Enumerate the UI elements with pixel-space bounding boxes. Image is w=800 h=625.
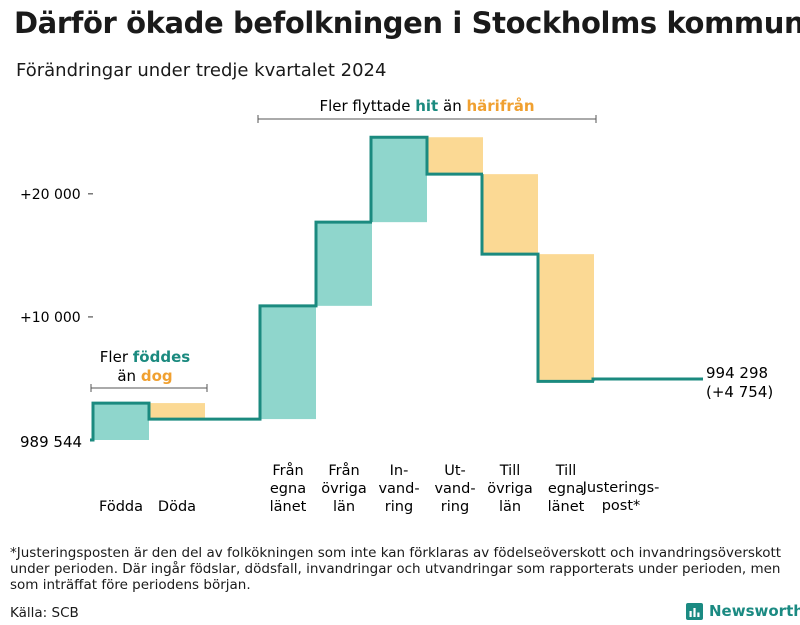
bracket-flyttade bbox=[257, 115, 597, 123]
chart-title: Därför ökade befolkningen i Stockholms k… bbox=[14, 6, 800, 40]
annotation-flyttade-prefix: Fler flyttade bbox=[319, 97, 410, 115]
category-label-5: Ut-vand-ring bbox=[434, 463, 475, 515]
category-label-line: ring bbox=[441, 499, 469, 515]
category-label-line: ring bbox=[385, 499, 413, 515]
category-label-7: Till egna länet bbox=[548, 463, 585, 515]
category-label-line: Födda bbox=[99, 499, 143, 515]
bar-utvandring bbox=[427, 137, 483, 175]
category-label-3: Från övriga län bbox=[321, 462, 367, 515]
annotation-dog-word: dog bbox=[141, 367, 173, 385]
category-label-line: övriga bbox=[487, 481, 533, 497]
annotation-flyttade-harifran: härifrån bbox=[466, 97, 534, 115]
end-delta-label: (+4 754) bbox=[706, 383, 773, 401]
category-label-line: Från bbox=[272, 462, 303, 479]
annotation-fodda-prefix: Fler bbox=[100, 348, 129, 366]
category-label-line: egna bbox=[548, 481, 584, 497]
category-label-line: Döda bbox=[158, 499, 196, 515]
bar-döda bbox=[149, 403, 205, 420]
annotation-flyttade-hit: hit bbox=[415, 97, 438, 115]
annotation-fodda-word: föddes bbox=[133, 348, 190, 366]
annotation-flyttade: Fler flyttade hit än härifrån bbox=[319, 97, 534, 115]
category-label-0: Födda bbox=[99, 499, 143, 515]
category-label-line: Till bbox=[555, 463, 577, 479]
category-label-line: Justerings- bbox=[582, 480, 660, 496]
category-label-6: Till övriga län bbox=[487, 463, 533, 515]
bar-tillövrigalän bbox=[482, 174, 538, 255]
y-tick-1: +10 000 bbox=[20, 310, 93, 326]
annotation-fodda-line2: än dog bbox=[117, 367, 172, 385]
newsworthy-icon bbox=[686, 602, 703, 620]
bar-födda bbox=[93, 403, 149, 440]
y-tick-0: +20 000 bbox=[20, 187, 93, 203]
start-value-label: 989 544 bbox=[20, 433, 82, 451]
category-label-line: vand- bbox=[378, 481, 419, 497]
bar-frånövrigalän bbox=[316, 222, 372, 306]
end-value-label: 994 298 bbox=[706, 364, 768, 382]
category-label-line: Till bbox=[499, 463, 521, 479]
annotation-fodda-line1: Fler föddes bbox=[100, 348, 190, 366]
category-label-8: Justerings-post* bbox=[582, 480, 660, 514]
bracket-fodda bbox=[90, 384, 208, 392]
category-label-line: övriga bbox=[321, 481, 367, 497]
bar-invandring bbox=[371, 137, 427, 223]
waterfall-chart: +20 000+10 000 Födda DödaFrånegnalänetFrå… bbox=[20, 97, 773, 515]
annotation-flyttade-mid: än bbox=[443, 97, 462, 115]
category-label-line: län bbox=[333, 499, 355, 515]
running-total-line bbox=[90, 135, 703, 442]
y-axis: +20 000 +10 000 bbox=[20, 187, 93, 326]
y-tick-label: +10 000 bbox=[20, 310, 81, 326]
y-tick-label: +20 000 bbox=[20, 187, 81, 203]
category-label-line: egna bbox=[270, 481, 306, 497]
category-label-1: Döda bbox=[158, 499, 196, 515]
bar-frånegnalänet bbox=[260, 305, 316, 420]
category-label-line: länet bbox=[270, 499, 307, 515]
category-label-2: Från egna länet bbox=[270, 462, 307, 515]
footnote: *Justeringsposten är den del av folkökni… bbox=[10, 545, 782, 593]
category-label-line: län bbox=[499, 499, 521, 515]
annotation-dog-prefix: än bbox=[117, 367, 136, 385]
brand-logo: Newsworthy bbox=[686, 602, 800, 620]
category-label-line: länet bbox=[548, 499, 585, 515]
category-label-line: In- bbox=[390, 463, 409, 479]
category-label-line: vand- bbox=[434, 481, 475, 497]
brand-name: Newsworthy bbox=[709, 602, 800, 620]
chart-subtitle: Förändringar under tredje kvartalet 2024 bbox=[16, 60, 387, 81]
source-text: Källa: SCB bbox=[10, 605, 79, 621]
bars bbox=[93, 137, 594, 440]
bar-tillegnalänet bbox=[538, 254, 594, 382]
category-labels: Födda Döda Från egna länet Från övriga län In-va… bbox=[99, 462, 659, 515]
running-total-path bbox=[90, 135, 703, 442]
category-label-line: Från bbox=[328, 462, 359, 479]
category-label-line: Ut- bbox=[444, 463, 466, 479]
category-label-4: In-vand-ring bbox=[378, 463, 419, 515]
category-label-line: post* bbox=[602, 498, 641, 514]
